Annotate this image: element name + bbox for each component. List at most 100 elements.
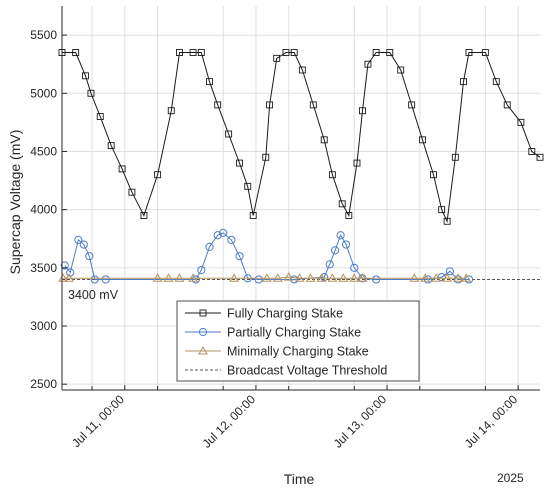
data-point <box>443 217 451 225</box>
data-point <box>152 273 163 282</box>
series-line <box>62 52 541 224</box>
data-point <box>229 273 239 282</box>
data-point <box>261 273 272 282</box>
data-point <box>364 60 372 68</box>
data-point <box>273 54 281 62</box>
data-point <box>272 273 283 282</box>
y-axis-label: Supercap Voltage (mV) <box>7 130 23 275</box>
data-point <box>294 273 305 282</box>
data-point <box>205 242 214 251</box>
data-point <box>464 275 474 284</box>
data-point <box>465 49 473 56</box>
data-point <box>87 89 95 97</box>
data-point <box>528 148 536 155</box>
data-point <box>85 252 94 261</box>
legend-marker <box>198 327 208 337</box>
legend-label: Partially Charging Stake <box>227 326 361 340</box>
data-point <box>460 78 467 86</box>
data-point <box>453 275 463 284</box>
data-point <box>408 101 416 109</box>
data-point <box>197 266 206 275</box>
data-point <box>420 273 431 282</box>
y-tick-label: 5500 <box>30 28 57 42</box>
legend: Fully Charging Stake Partially Charging S… <box>176 300 420 382</box>
data-point <box>438 206 446 214</box>
data-point <box>397 66 405 74</box>
data-point <box>290 49 298 56</box>
legend-marker <box>199 309 207 317</box>
legend-label: Minimally Charging Stake <box>227 345 369 359</box>
data-point <box>283 272 294 281</box>
data-point <box>372 275 381 284</box>
data-point <box>64 273 74 282</box>
data-point <box>423 275 433 284</box>
data-point <box>262 153 270 161</box>
data-point <box>341 240 351 249</box>
data-point <box>481 49 489 56</box>
data-point <box>213 231 222 240</box>
data-point <box>327 273 338 282</box>
data-point <box>154 171 162 179</box>
data-point <box>453 273 463 282</box>
data-point <box>309 101 317 109</box>
data-point <box>107 142 115 150</box>
data-point <box>227 235 236 244</box>
data-point <box>536 153 544 161</box>
data-point <box>140 212 148 219</box>
data-point <box>189 49 197 56</box>
data-point <box>492 78 500 86</box>
series-triangle <box>58 272 472 282</box>
data-point <box>517 118 525 126</box>
data-point <box>320 136 328 144</box>
y-tick-label: 4000 <box>30 203 57 217</box>
data-point <box>219 228 228 238</box>
data-point <box>167 107 175 115</box>
data-point <box>430 171 437 179</box>
data-point <box>338 273 349 282</box>
data-point <box>72 49 80 56</box>
data-point <box>206 78 213 86</box>
year-label: 2025 <box>497 471 524 485</box>
data-point <box>320 273 329 282</box>
data-point <box>96 113 104 120</box>
data-point <box>336 231 345 240</box>
series-line <box>63 276 467 279</box>
data-point <box>419 136 426 144</box>
data-point <box>128 188 136 196</box>
y-tick-label: 4500 <box>30 144 57 158</box>
series-square <box>58 49 544 225</box>
data-point <box>176 49 183 56</box>
data-point <box>90 275 99 284</box>
data-point <box>282 49 290 56</box>
data-point <box>503 101 511 109</box>
data-point <box>461 273 472 282</box>
series-circle <box>60 228 474 284</box>
legend-label: Fully Charging Stake <box>227 307 343 321</box>
axes <box>61 6 540 391</box>
data-point <box>236 159 243 167</box>
data-point <box>118 165 126 173</box>
data-point <box>101 275 110 284</box>
y-tick-label: 2500 <box>30 377 57 391</box>
data-point <box>353 159 361 167</box>
y-tick-label: 5000 <box>30 86 57 100</box>
data-point <box>58 273 68 282</box>
x-axis-label: Time <box>284 471 315 487</box>
y-tick-label: 3500 <box>30 261 57 275</box>
data-point <box>79 240 88 249</box>
data-point <box>345 212 353 219</box>
data-point <box>325 260 334 269</box>
data-point <box>451 153 459 161</box>
data-point <box>191 275 200 284</box>
data-point <box>174 273 185 282</box>
data-point <box>386 49 394 56</box>
data-point <box>60 261 69 270</box>
data-point <box>328 171 336 179</box>
legend-marker <box>198 345 208 355</box>
data-point <box>244 182 252 190</box>
data-point <box>188 273 198 282</box>
data-point <box>409 273 420 282</box>
legend-box <box>176 300 420 382</box>
data-point <box>349 273 360 282</box>
data-point <box>82 72 89 80</box>
